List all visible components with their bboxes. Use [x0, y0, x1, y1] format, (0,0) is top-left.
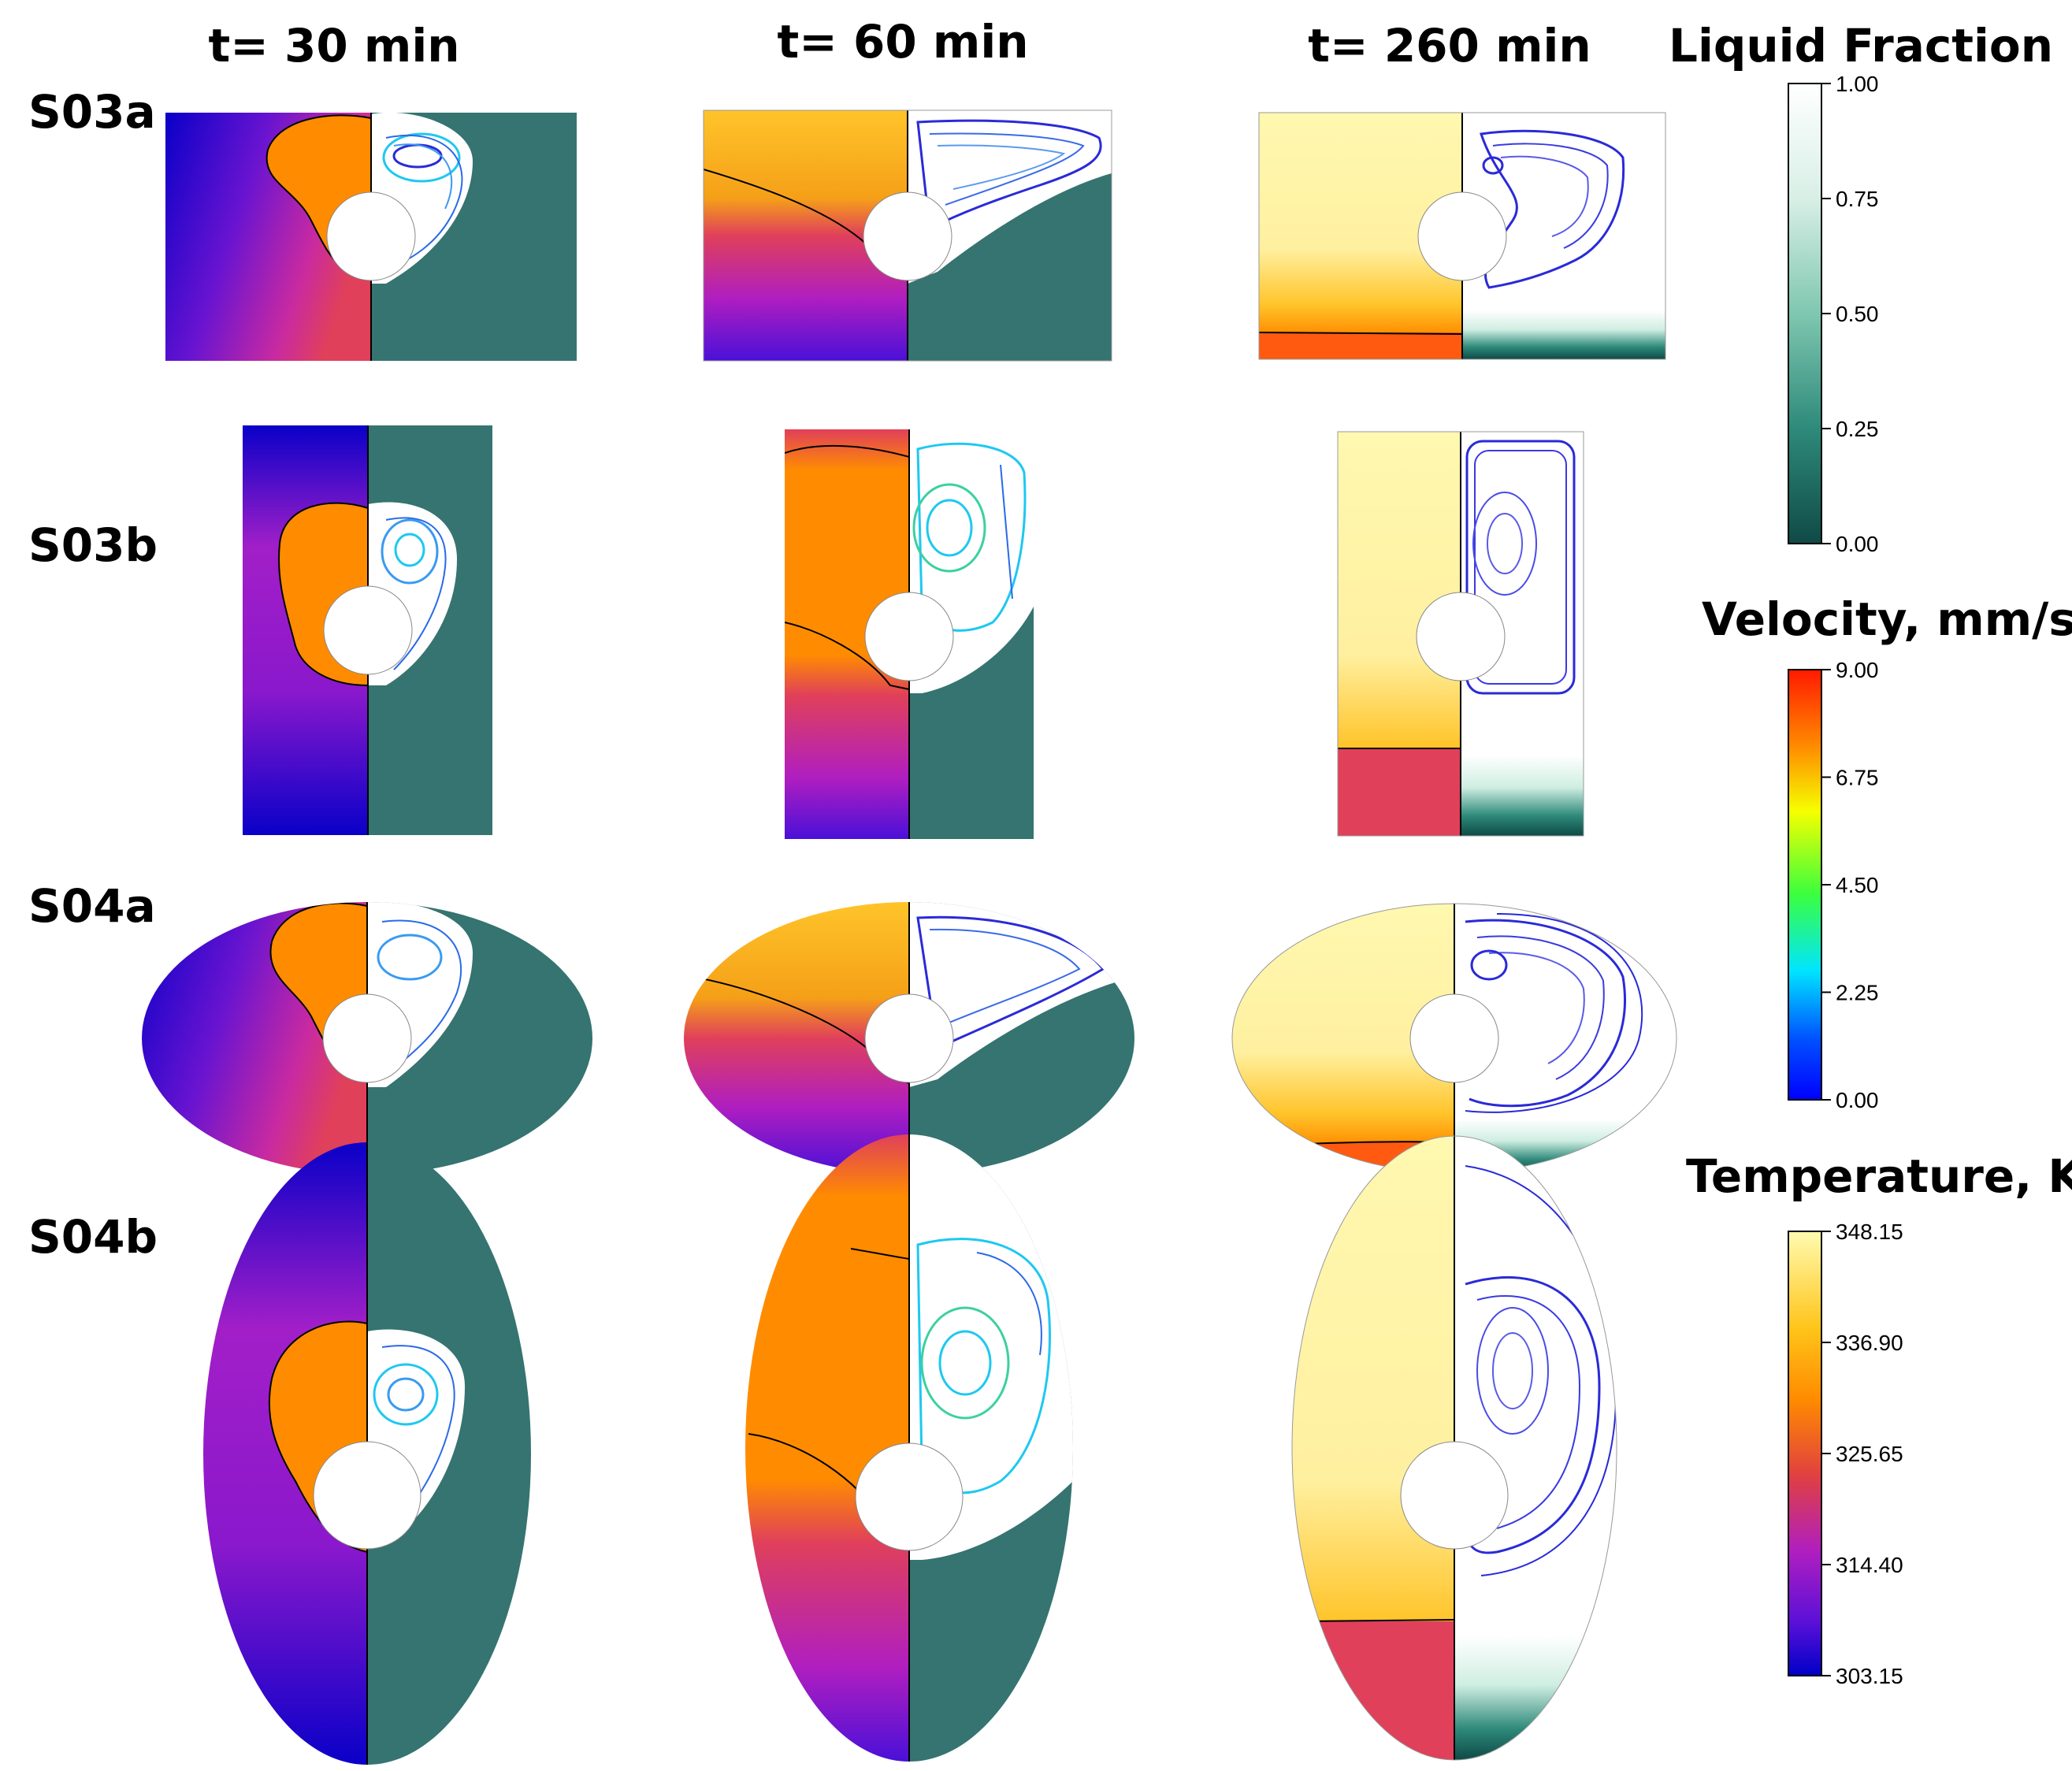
row-label-s04b: S04b — [28, 1210, 158, 1264]
panel-s03b-60min — [785, 429, 1034, 839]
colorbar-tick-label-temperature: 325.65 — [1836, 1442, 1903, 1466]
colorbar-ticks-velocity: 9.00 6.75 4.50 2.25 0.00 — [1821, 658, 1879, 1112]
row-label-s03a: S03a — [28, 85, 156, 139]
colorbar-tick-label-velocity: 9.00 — [1836, 658, 1879, 682]
colorbar-tick-label-liquid-fraction: 0.75 — [1836, 187, 1879, 211]
colorbar-title-temperature: Temperature, K — [1686, 1149, 2072, 1203]
row-label-s03b: S03b — [28, 518, 158, 572]
column-title-60min: t= 60 min — [777, 15, 1028, 69]
colorbar-tick-label-temperature: 303.15 — [1836, 1664, 1903, 1688]
column-title-30min: t= 30 min — [208, 19, 459, 72]
colorbar-tick-label-temperature: 314.40 — [1836, 1553, 1903, 1577]
row-label-s04a: S04a — [28, 879, 156, 933]
colorbar-tick-label-velocity: 0.00 — [1836, 1088, 1879, 1112]
colorbar-tick-label-temperature: 348.15 — [1836, 1220, 1903, 1244]
panel-s03b-30min — [243, 425, 492, 835]
colorbar-ticks-temperature: 348.15 336.90 325.65 314.40 303.15 — [1821, 1220, 1903, 1688]
colorbar-temperature — [1788, 1231, 1822, 1676]
colorbar-title-liquid-fraction: Liquid Fraction — [1669, 19, 2053, 72]
colorbar-tick-label-velocity: 6.75 — [1836, 766, 1879, 790]
colorbar-tick-label-liquid-fraction: 0.25 — [1836, 417, 1879, 441]
colorbar-tick-label-liquid-fraction: 0.00 — [1836, 532, 1879, 556]
panel-s03a-60min — [704, 110, 1112, 361]
colorbar-liquid-fraction — [1788, 83, 1822, 544]
column-title-260min: t= 260 min — [1308, 19, 1591, 72]
colorbar-tick-label-velocity: 4.50 — [1836, 873, 1879, 897]
colorbar-tick-label-liquid-fraction: 1.00 — [1836, 72, 1879, 96]
colorbar-tick-label-temperature: 336.90 — [1836, 1331, 1903, 1355]
colorbar-tick-label-liquid-fraction: 0.50 — [1836, 302, 1879, 326]
colorbar-velocity — [1788, 669, 1822, 1101]
colorbar-title-velocity: Velocity, mm/s — [1702, 592, 2072, 646]
colorbar-ticks-liquid-fraction: 1.00 0.75 0.50 0.25 0.00 — [1821, 72, 1879, 556]
colorbar-tick-label-velocity: 2.25 — [1836, 981, 1879, 1005]
